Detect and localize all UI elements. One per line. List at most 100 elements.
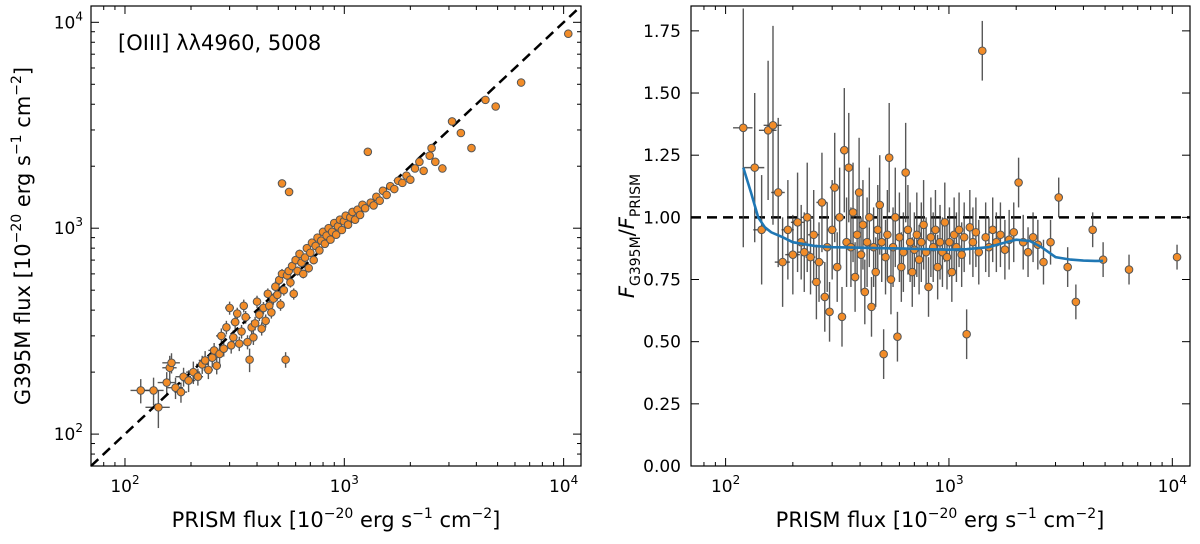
right-data-point xyxy=(886,275,896,284)
right-ylabel: FG395M/FPRISM xyxy=(615,174,644,298)
right-data-point xyxy=(812,277,821,287)
right-data-point xyxy=(854,188,864,197)
left-y-tick-label: 102 xyxy=(54,421,83,445)
right-data-point xyxy=(957,250,966,259)
left-data-point xyxy=(481,95,490,105)
left-data-point xyxy=(419,166,428,176)
left-data-point xyxy=(207,353,217,363)
left-data-point xyxy=(467,143,476,153)
left-data-point xyxy=(234,339,244,348)
left-data-point xyxy=(136,386,146,395)
left-data-point xyxy=(276,300,285,310)
right-data-point xyxy=(875,200,885,210)
left-data-point xyxy=(243,337,252,347)
right-data-point xyxy=(884,153,894,162)
left-data-point xyxy=(176,387,186,397)
left-data-point xyxy=(300,253,310,262)
left-data-point xyxy=(516,78,526,87)
right-xlabel: PRISM flux [10−20 erg s−1 cm−2] xyxy=(776,506,1105,532)
right-data-point xyxy=(947,267,957,277)
left-ticks: 102 103 104 102 103 104 xyxy=(54,6,581,497)
left-data-point xyxy=(415,157,424,167)
right-data-point xyxy=(914,255,924,264)
left-data-point xyxy=(309,255,318,265)
left-data-point xyxy=(298,269,308,279)
left-data-point xyxy=(171,383,180,393)
right-data-point xyxy=(873,225,883,235)
left-data-point xyxy=(438,164,447,173)
right-panel: 102 103 104 0.00 0.25 0.50 0.75 1.00 1.25 1.50 1.7… xyxy=(615,5,1191,532)
right-data-point xyxy=(1063,262,1072,272)
left-data-point xyxy=(263,289,273,299)
right-data-point xyxy=(935,237,945,247)
left-data-point xyxy=(222,323,231,332)
right-y-tick-label: 1.75 xyxy=(643,22,681,42)
left-data-point xyxy=(261,316,270,326)
right-y-tick-label: 0.25 xyxy=(643,395,681,415)
right-data-point xyxy=(965,222,975,232)
left-data-point xyxy=(563,29,573,39)
right-data-point xyxy=(890,213,900,222)
right-data-point xyxy=(971,227,981,237)
right-data-point xyxy=(814,257,824,267)
left-data-point xyxy=(193,372,203,382)
right-data-point xyxy=(773,188,783,197)
right-data-point xyxy=(968,237,978,247)
right-data-point xyxy=(996,230,1005,240)
left-data-point xyxy=(360,203,370,213)
left-data-point xyxy=(315,246,324,255)
right-data-point xyxy=(907,267,917,277)
left-data-point xyxy=(326,235,335,244)
left-data-point xyxy=(245,355,254,364)
left-data-point xyxy=(375,196,384,206)
right-data-point xyxy=(981,232,990,242)
right-y-tick-label: 1.25 xyxy=(643,146,681,166)
left-data-point xyxy=(406,175,415,185)
right-data-point xyxy=(942,252,952,262)
right-data-point xyxy=(945,237,954,247)
left-x-tick-label: 103 xyxy=(330,473,359,497)
right-data-point xyxy=(806,252,815,262)
left-data-point xyxy=(267,308,276,317)
left-data-point xyxy=(337,225,347,235)
left-data-point xyxy=(363,147,373,157)
right-data-point xyxy=(825,307,834,317)
left-data-point xyxy=(320,239,330,249)
right-data-point xyxy=(832,262,842,272)
right-data-point xyxy=(738,123,748,133)
right-data-point xyxy=(883,230,892,240)
right-trend-line xyxy=(742,167,1104,263)
right-data-point xyxy=(940,218,950,227)
right-data-point xyxy=(1014,178,1023,187)
right-data-point xyxy=(912,230,922,240)
left-data-point xyxy=(237,327,246,336)
right-data-point xyxy=(893,332,902,342)
left-data-point xyxy=(425,151,434,160)
right-data-point xyxy=(750,163,760,172)
right-data-point xyxy=(897,262,906,272)
right-data-point xyxy=(852,230,862,240)
right-data-point xyxy=(768,121,778,130)
right-data-point xyxy=(954,225,964,235)
right-data-point xyxy=(901,168,910,177)
left-data-point xyxy=(149,386,158,395)
right-data-point xyxy=(757,225,766,235)
left-xlabel: PRISM flux [10−20 erg s−1 cm−2] xyxy=(172,506,501,532)
right-data-point xyxy=(933,262,942,272)
left-data-point xyxy=(255,310,264,320)
left-data-point xyxy=(369,201,378,210)
right-data-point xyxy=(879,349,888,359)
right-y-tick-label: 1.50 xyxy=(643,84,681,104)
right-data-point xyxy=(895,232,904,242)
left-x-tick-label: 102 xyxy=(110,473,139,497)
right-data-point xyxy=(835,213,844,222)
left-annotation: [OIII] λλ4960, 5008 xyxy=(118,31,321,55)
left-data-point xyxy=(286,278,295,287)
right-data-point xyxy=(905,237,915,247)
left-data-point xyxy=(162,378,172,387)
right-data-point xyxy=(858,220,868,230)
right-data-point xyxy=(840,145,849,155)
right-data-point xyxy=(1000,245,1010,254)
left-errorbars xyxy=(130,32,569,429)
